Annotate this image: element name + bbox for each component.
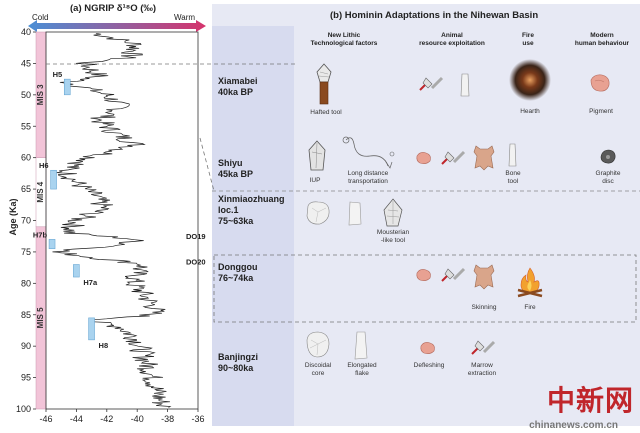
heinrich-bar — [88, 317, 95, 341]
caption-pigment: Pigment — [589, 108, 613, 115]
caption-hafted-tool: Hafted tool — [310, 109, 342, 116]
ngrip-curve — [52, 32, 172, 408]
heinrich-label: H6 — [39, 161, 49, 170]
site-donggou: Donggou 76~74ka — [218, 262, 258, 283]
heinrich-label: H5 — [53, 70, 63, 79]
animal-hide-icon — [473, 145, 495, 171]
butchery-tool-icon-3 — [441, 267, 466, 282]
caption-marrow-extraction: Marrow extraction — [467, 362, 497, 377]
y-tick-label: 50 — [21, 90, 31, 100]
x-tick-label: -40 — [131, 414, 144, 424]
long-distance-icon — [342, 136, 395, 169]
meat-icon — [416, 269, 431, 281]
plot-frame — [45, 31, 199, 410]
butchery-tool-icon — [419, 76, 444, 91]
y-tick-label: 60 — [21, 153, 31, 163]
y-tick-label: 95 — [21, 373, 31, 383]
watermark-logo: 中新网 — [546, 384, 634, 417]
y-tick-label: 55 — [21, 121, 31, 131]
lithic-core-icon — [306, 201, 330, 225]
caption-bone-tool: Bone tool — [505, 170, 521, 185]
heinrich-label: H8 — [99, 341, 109, 350]
iup-icon — [308, 140, 326, 171]
do-label: DO19 — [186, 232, 206, 241]
bone-tool-icon — [508, 143, 517, 167]
y-tick-label: 80 — [21, 278, 31, 288]
x-tick-label: -42 — [100, 414, 113, 424]
hafted-tool-icon — [316, 63, 332, 105]
column-header-modern: Modern human behaviour — [574, 32, 630, 47]
heinrich-bar — [50, 169, 57, 190]
y-tick-label: 70 — [21, 216, 31, 226]
graphite-disc-icon — [600, 149, 616, 164]
site-shiyu: Shiyu 45ka BP — [218, 158, 254, 179]
caption-graphite-disc: Graphite disc — [595, 170, 621, 185]
heinrich-bar — [48, 239, 56, 250]
site-banjingzi: Banjingzi 90~80ka — [218, 352, 258, 373]
y-tick-label: 45 — [21, 58, 31, 68]
temperature-gradient-arrow — [28, 20, 206, 32]
y-tick-label: 75 — [21, 247, 31, 257]
cold-label: Cold — [32, 13, 49, 22]
heinrich-bar — [73, 264, 80, 278]
y-tick-label: 40 — [21, 27, 31, 37]
caption-hearth: Hearth — [520, 108, 540, 115]
defleshing-icon — [420, 342, 435, 354]
y-tick-label: 100 — [16, 404, 31, 414]
ngrip-chart: MIS 3 MIS 4 MIS 5 -46 -44 -42 -40 -38 -36 40 45 50 5… — [16, 27, 206, 424]
column-header-fire: Fire use — [522, 32, 534, 47]
butchery-tool-icon-2 — [441, 150, 466, 165]
mis-label: MIS 4 — [36, 181, 45, 202]
caption-discoidal-core: Discoidal core — [304, 362, 332, 377]
site-column-background — [212, 26, 294, 426]
caption-fire: Fire — [524, 304, 536, 311]
caption-mousterian: Mousterian -like tool — [376, 229, 410, 244]
y-tick-label: 85 — [21, 310, 31, 320]
caption-long-distance: Long distance transportation — [347, 170, 389, 185]
lithic-flake-icon — [348, 201, 362, 226]
panel-a-title: (a) NGRIP δ¹⁸O (‰) — [70, 3, 157, 14]
column-header-lithic: New Lithic Technological factors — [310, 32, 378, 47]
x-tick-label: -44 — [70, 414, 83, 424]
heinrich-label: H7a — [83, 278, 98, 287]
caption-elongated-flake: Elongated flake — [347, 362, 377, 377]
caption-iup: IUP — [309, 177, 321, 184]
bone-fragment-icon — [460, 73, 470, 97]
mis-label: MIS 5 — [36, 307, 45, 328]
pigment-icon — [590, 74, 610, 92]
bone-tool-icon-small — [416, 152, 431, 164]
discoidal-core-icon — [306, 331, 330, 358]
column-header-animal: Animal resource exploitation — [419, 32, 485, 47]
y-tick-label: 65 — [21, 184, 31, 194]
x-tick-label: -46 — [39, 414, 52, 424]
y-tick-label: 90 — [21, 341, 31, 351]
x-tick-label: -36 — [191, 414, 204, 424]
site-xiamabei: Xiamabei 40ka BP — [218, 76, 258, 97]
skinning-icon — [473, 264, 495, 290]
warm-label: Warm — [174, 13, 196, 22]
fire-icon — [517, 267, 543, 298]
watermark-url: chinanews.com.cn — [529, 420, 618, 431]
elongated-flake-icon — [354, 331, 368, 360]
site-xinmiaozhuang: Xinmiaozhuang loc.1 75~63ka — [218, 194, 285, 226]
x-tick-label: -38 — [161, 414, 174, 424]
caption-skinning: Skinning — [471, 304, 497, 311]
panel-b-title: (b) Hominin Adaptations in the Nihewan B… — [330, 10, 539, 21]
marrow-extraction-icon — [471, 340, 496, 355]
caption-defleshing: Defleshing — [413, 362, 445, 369]
do-label: DO20 — [186, 257, 206, 266]
heinrich-label: H7b — [33, 230, 48, 239]
mis-label: MIS 3 — [36, 84, 45, 105]
heinrich-bar — [63, 78, 71, 96]
hearth-icon — [509, 59, 551, 101]
mousterian-tool-icon — [383, 198, 403, 227]
